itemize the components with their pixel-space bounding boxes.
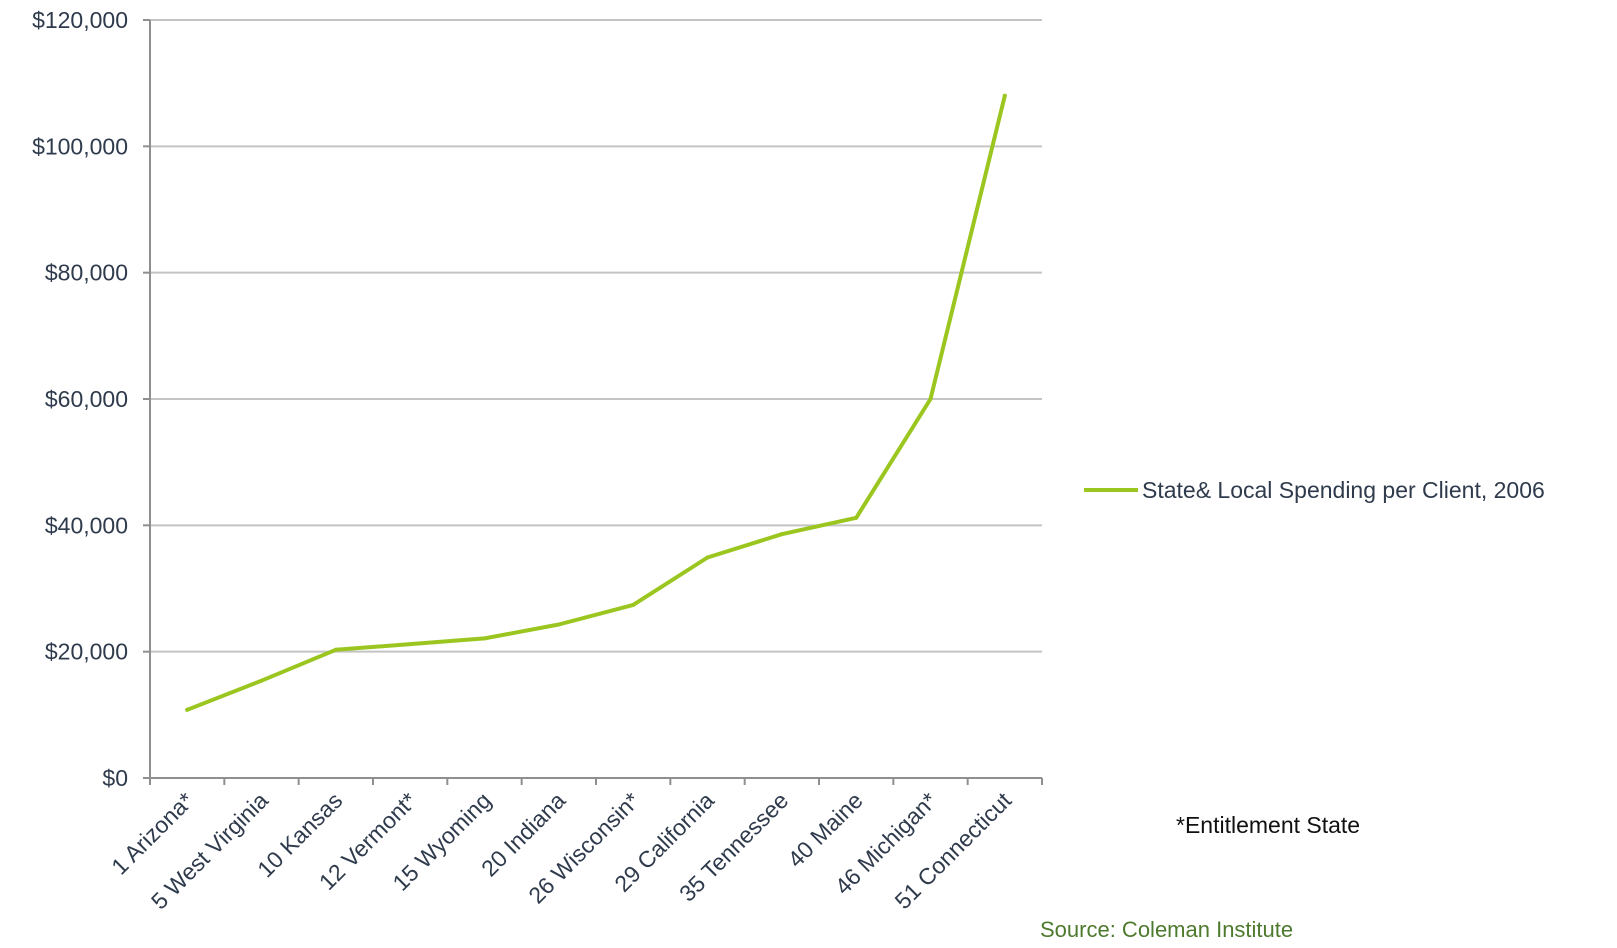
y-tick-label: $60,000	[45, 386, 128, 412]
y-tick-label: $120,000	[32, 7, 128, 33]
data-point	[928, 397, 933, 401]
series-layer	[185, 93, 1007, 712]
data-point	[705, 555, 710, 560]
y-tick-label: $100,000	[32, 133, 128, 159]
y-tick-label: $40,000	[45, 512, 128, 538]
y-tick-label: $20,000	[45, 639, 128, 665]
y-tick-label: $80,000	[45, 260, 128, 286]
data-point	[1002, 93, 1007, 98]
gridlines	[150, 19, 1042, 653]
y-axis-ticks: $0 $20,000 $40,000 $60,000 $80,000 $100,000 $1…	[32, 7, 150, 791]
data-point	[333, 647, 338, 652]
data-point	[408, 642, 413, 647]
y-tick-label: $0	[102, 765, 128, 791]
legend-label: State& Local Spending per Client, 2006	[1142, 477, 1545, 503]
data-point	[779, 532, 784, 537]
data-point	[259, 678, 264, 683]
source-credit: Source: Coleman Institute	[1040, 917, 1294, 942]
series-line	[185, 93, 1007, 712]
legend: State& Local Spending per Client, 2006	[1084, 477, 1545, 503]
data-point	[556, 622, 561, 627]
data-point	[854, 515, 859, 520]
entitlement-note: *Entitlement State	[1176, 812, 1361, 838]
data-point	[185, 707, 190, 712]
data-point	[482, 636, 487, 641]
data-point	[631, 602, 636, 607]
